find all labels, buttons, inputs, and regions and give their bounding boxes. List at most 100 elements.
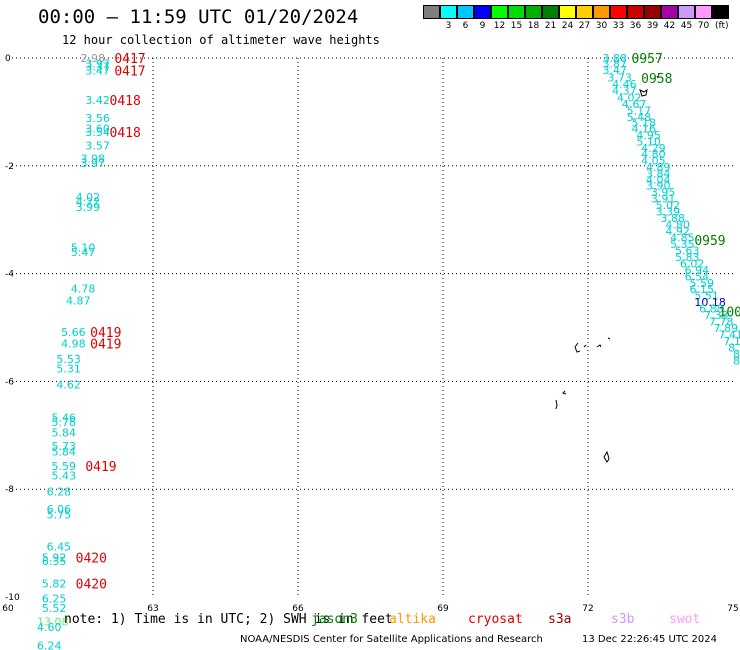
footnote: note: 1) Time is in UTC; 2) SWH is in fe… [64, 612, 393, 627]
color-swatch [474, 5, 491, 19]
wave-height-label: 6.02 [680, 257, 705, 270]
wave-height-label: 3.84 [646, 167, 671, 180]
color-swatch-label: 24 [561, 21, 574, 31]
wave-height-label: 5.18 [632, 117, 657, 130]
wave-height-label: 3.99 [76, 201, 101, 214]
wave-height-label: 6.24 [37, 640, 62, 650]
wave-height-label: 5.46 [52, 412, 77, 425]
credit-line: NOAA/NESDIS Center for Satellite Applica… [240, 634, 543, 645]
y-tick-label: -6 [5, 377, 14, 387]
wave-height-label: 4.98 [61, 338, 86, 351]
color-swatch [644, 5, 661, 19]
wave-height-label: 5.02 [656, 199, 681, 212]
wave-height-label: 5.73 [52, 440, 77, 453]
wave-height-label: 5.82 [42, 578, 66, 591]
wave-height-label: 5.63 [675, 244, 700, 257]
wave-height-label: 6.35 [42, 555, 66, 568]
wave-height-label: 3.88 [661, 212, 686, 225]
wave-height-label: 4.67 [622, 98, 647, 111]
wave-height-label: 4.85 [670, 231, 695, 244]
pass-time-label: 0418 [110, 126, 141, 141]
color-swatch [542, 5, 559, 19]
color-swatch-label: 21 [544, 21, 557, 31]
y-tick-label: 0 [5, 54, 11, 64]
color-swatch [559, 5, 576, 19]
satellite-legend-item: s3b [611, 612, 635, 627]
wave-height-label: 5.92 [42, 552, 66, 565]
y-tick-label: -4 [5, 270, 14, 280]
wave-height-label: 5.83 [675, 251, 700, 264]
color-swatch [457, 5, 474, 19]
color-swatch-label: 9 [479, 21, 486, 31]
coastline [574, 337, 611, 353]
pass-time-label: 0957 [632, 52, 663, 67]
wave-height-label: 4.29 [641, 142, 666, 155]
pass-time-label: 0958 [641, 72, 672, 87]
wave-height-label: 8 [733, 348, 740, 361]
y-tick-label: -2 [5, 162, 14, 172]
wave-height-label: 8. [728, 341, 739, 354]
color-swatch [678, 5, 695, 19]
wave-height-label: 7.1 [723, 335, 740, 348]
color-swatch [695, 5, 712, 19]
satellite-legend-item: altika [389, 612, 436, 627]
wave-height-label: 4.37 [612, 84, 637, 97]
pass-time-label: 100 [719, 305, 740, 320]
coastline [639, 75, 659, 97]
color-swatch [661, 5, 678, 19]
wave-height-label: 5.59 [52, 460, 77, 473]
color-swatch [712, 5, 729, 19]
wave-height-label: 5.59 [690, 277, 715, 290]
wave-height-label: 3.57 [85, 139, 110, 152]
wave-height-label: 5.48 [627, 111, 652, 124]
pass-time-label: 0418 [110, 94, 141, 109]
wave-height-label: 3.54 [85, 126, 110, 139]
wave-height-label: 4.22 [76, 195, 101, 208]
wave-height-label: 5.43 [52, 470, 77, 483]
color-swatch-label: 3 [445, 21, 452, 31]
wave-height-label: 4.89 [646, 161, 671, 174]
wave-height-label: 3.39 [656, 206, 681, 219]
wave-height-label: 7.33 [704, 309, 729, 322]
color-swatch [508, 5, 525, 19]
color-swatch-label: 15 [510, 21, 523, 31]
wave-height-label: 4.95 [636, 129, 661, 142]
wave-height-label: 5.84 [52, 445, 77, 458]
wave-height-label: 4.87 [66, 295, 91, 308]
wave-height-label: 4.62 [56, 379, 80, 392]
color-swatch-label: 30 [595, 21, 608, 31]
wave-height-label: 7.41 [719, 329, 740, 342]
color-swatch-label: 36 [629, 21, 642, 31]
wave-height-label: 6.45 [47, 540, 72, 553]
wave-height-label: 4.04 [646, 173, 671, 186]
wave-height-label: 4.46 [612, 78, 637, 91]
color-swatch-label: 42 [663, 21, 676, 31]
satellite-legend: jason3 altika cryosat s3a s3b swot [0, 612, 740, 630]
wave-height-label: 3.88 [603, 52, 628, 65]
wave-height-label: 6.28 [47, 485, 72, 498]
color-swatch-label: 12 [493, 21, 506, 31]
color-swatch-label: 18 [527, 21, 540, 31]
wave-height-label: 4.78 [71, 283, 96, 296]
pass-time-label: 0417 [114, 52, 145, 67]
wave-height-label: 3.73 [607, 71, 632, 84]
wave-height-label: 4.80 [665, 219, 690, 232]
wave-height-label: 6.54 [685, 270, 710, 283]
wave-height-label: 4.80 [641, 148, 666, 161]
wave-height-label: 5.78 [52, 416, 77, 429]
wave-height-label: 5.66 [61, 326, 86, 339]
y-tick-label: -8 [5, 485, 14, 495]
color-swatch [440, 5, 457, 19]
wave-height-label: 5.35 [670, 238, 695, 251]
wave-height-label: 10.18 [694, 296, 726, 309]
color-swatch-label: 27 [578, 21, 591, 31]
wave-height-label: 6.06 [47, 503, 72, 516]
wave-height-label: 5.51 [694, 290, 719, 303]
color-scale-unit: (ft) [715, 21, 729, 31]
wave-height-label: 5.31 [56, 362, 80, 375]
pass-time-label: 0419 [90, 326, 121, 341]
coastline [555, 390, 610, 463]
color-swatch-label: 45 [680, 21, 693, 31]
generated-timestamp: 13 Dec 22:26:45 UTC 2024 [582, 634, 717, 645]
pass-time-label: 0420 [76, 578, 107, 593]
